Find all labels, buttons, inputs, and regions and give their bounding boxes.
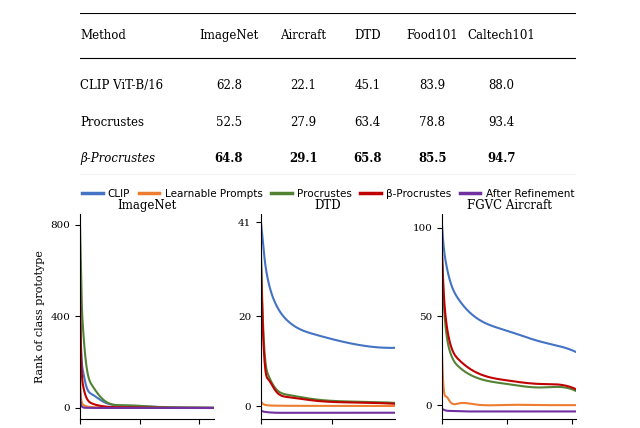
Text: 94.7: 94.7 [487, 152, 516, 165]
Text: 62.8: 62.8 [216, 79, 242, 92]
Text: 29.1: 29.1 [289, 152, 317, 165]
Legend: CLIP, Learnable Prompts, Procrustes, β-Procrustes, After Refinement: CLIP, Learnable Prompts, Procrustes, β-P… [77, 185, 579, 203]
Text: 78.8: 78.8 [419, 116, 445, 129]
Text: Method: Method [80, 29, 126, 42]
Text: β-Procrustes: β-Procrustes [80, 152, 155, 165]
Y-axis label: Rank of class prototype: Rank of class prototype [35, 250, 45, 383]
Text: Aircraft: Aircraft [280, 29, 326, 42]
Text: Procrustes: Procrustes [80, 116, 144, 129]
Text: 45.1: 45.1 [355, 79, 381, 92]
Text: 88.0: 88.0 [488, 79, 515, 92]
Text: 93.4: 93.4 [488, 116, 515, 129]
Text: ImageNet: ImageNet [199, 29, 259, 42]
Text: 83.9: 83.9 [419, 79, 445, 92]
Text: 52.5: 52.5 [216, 116, 242, 129]
Text: Food101: Food101 [406, 29, 458, 42]
Text: 65.8: 65.8 [353, 152, 382, 165]
Text: 64.8: 64.8 [214, 152, 243, 165]
Text: 27.9: 27.9 [290, 116, 316, 129]
Text: CLIP ViT-B/16: CLIP ViT-B/16 [80, 79, 163, 92]
Text: 63.4: 63.4 [355, 116, 381, 129]
Text: 22.1: 22.1 [291, 79, 316, 92]
Text: 85.5: 85.5 [418, 152, 447, 165]
Text: Caltech101: Caltech101 [468, 29, 536, 42]
Title: DTD: DTD [315, 199, 341, 212]
Title: FGVC Aircraft: FGVC Aircraft [467, 199, 552, 212]
Text: DTD: DTD [355, 29, 381, 42]
Title: ImageNet: ImageNet [117, 199, 177, 212]
